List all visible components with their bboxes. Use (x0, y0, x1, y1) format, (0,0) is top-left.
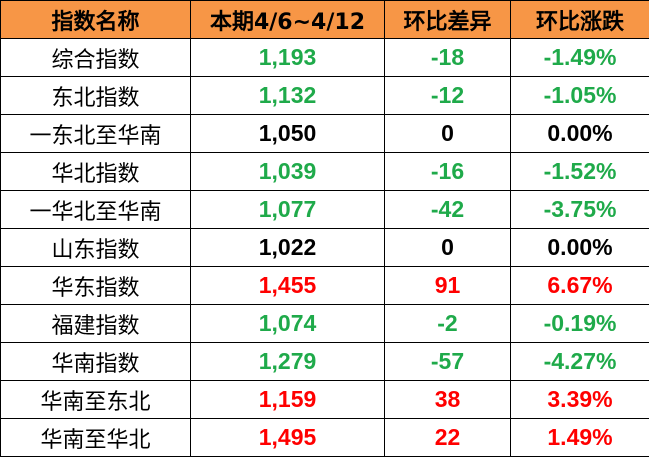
value-cell: -1.05% (510, 76, 649, 115)
value-cell: 38 (384, 380, 511, 419)
table-row: 华北指数 1,039 -16 -1.52% (0, 152, 649, 191)
table-row: 山东指数 1,022 0 0.00% (0, 228, 649, 267)
index-name: 华南至东北 (0, 380, 191, 419)
index-name: 综合指数 (0, 38, 191, 77)
value-cell: -3.75% (510, 190, 649, 229)
index-name: 华北指数 (0, 152, 191, 191)
value-cell: -12 (384, 76, 511, 115)
value-cell: 3.39% (510, 380, 649, 419)
index-name: 华东指数 (0, 266, 191, 305)
table-row: 华南至东北 1,159 38 3.39% (0, 380, 649, 419)
value-cell: 1,193 (190, 38, 385, 77)
table-row: 一东北至华南 1,050 0 0.00% (0, 114, 649, 153)
index-name: 一华北至华南 (0, 190, 191, 229)
value-cell: -2 (384, 304, 511, 343)
index-name: 山东指数 (0, 228, 191, 267)
value-cell: 1,495 (190, 418, 385, 457)
header-cell: 环比差异 (384, 0, 511, 39)
index-name: 福建指数 (0, 304, 191, 343)
value-cell: 1,039 (190, 152, 385, 191)
value-cell: -18 (384, 38, 511, 77)
table-body: 综合指数 1,193 -18 -1.49% 东北指数 1,132 -12 -1.05% 一东北至… (0, 38, 649, 457)
value-cell: 6.67% (510, 266, 649, 305)
table-row: 华南指数 1,279 -57 -4.27% (0, 342, 649, 381)
index-name: 华南指数 (0, 342, 191, 381)
value-cell: -16 (384, 152, 511, 191)
value-cell: 1,077 (190, 190, 385, 229)
value-cell: 22 (384, 418, 511, 457)
value-cell: -57 (384, 342, 511, 381)
value-cell: 0 (384, 228, 511, 267)
table-row: 东北指数 1,132 -12 -1.05% (0, 76, 649, 115)
value-cell: 1,050 (190, 114, 385, 153)
value-cell: 0 (384, 114, 511, 153)
header-cell: 环比涨跌 (510, 0, 649, 39)
value-cell: 91 (384, 266, 511, 305)
header-cell: 指数名称 (0, 0, 191, 39)
value-cell: -1.49% (510, 38, 649, 77)
header-row: 指数名称 本期4/6~4/12 环比差异 环比涨跌 (0, 0, 649, 39)
value-cell: 1,279 (190, 342, 385, 381)
value-cell: 1,022 (190, 228, 385, 267)
value-cell: 0.00% (510, 114, 649, 153)
table-row: 综合指数 1,193 -18 -1.49% (0, 38, 649, 77)
value-cell: 1.49% (510, 418, 649, 457)
value-cell: -0.19% (510, 304, 649, 343)
value-cell: -4.27% (510, 342, 649, 381)
value-cell: -1.52% (510, 152, 649, 191)
header-cell: 本期4/6~4/12 (190, 0, 385, 39)
value-cell: 1,132 (190, 76, 385, 115)
table-row: 一华北至华南 1,077 -42 -3.75% (0, 190, 649, 229)
index-name: 华南至华北 (0, 418, 191, 457)
value-cell: 1,455 (190, 266, 385, 305)
value-cell: 0.00% (510, 228, 649, 267)
value-cell: -42 (384, 190, 511, 229)
index-name: 东北指数 (0, 76, 191, 115)
table-row: 华南至华北 1,495 22 1.49% (0, 418, 649, 457)
value-cell: 1,159 (190, 380, 385, 419)
table-row: 福建指数 1,074 -2 -0.19% (0, 304, 649, 343)
index-name: 一东北至华南 (0, 114, 191, 153)
table-row: 华东指数 1,455 91 6.67% (0, 266, 649, 305)
value-cell: 1,074 (190, 304, 385, 343)
